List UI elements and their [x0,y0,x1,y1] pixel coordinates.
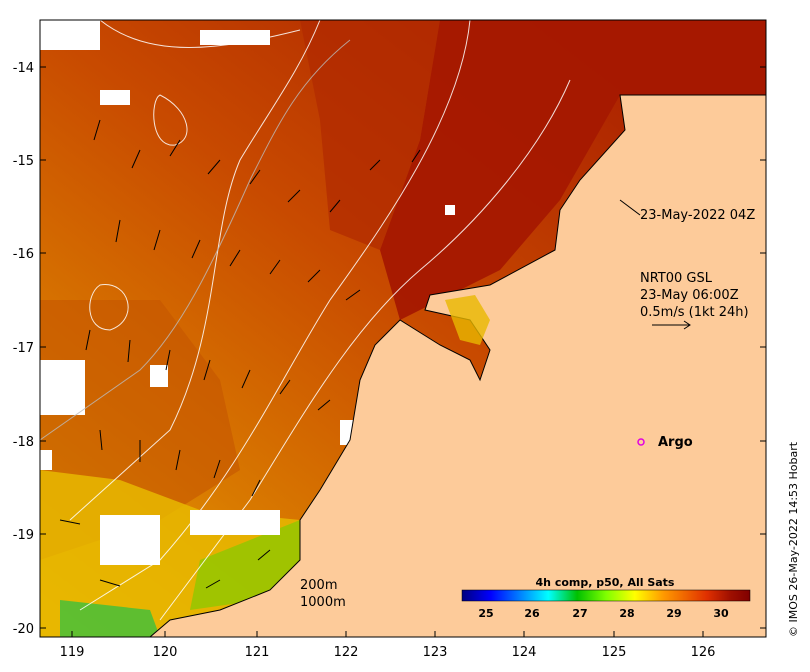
x-tick-label: 124 [512,645,537,660]
colorbar-tick-label: 25 [478,607,493,620]
colorbar-tick-label: 27 [572,607,587,620]
green-water [190,520,330,610]
green-water-west [60,600,160,637]
x-tick-label: 126 [691,645,716,660]
plot-frame [39,19,767,638]
argo-label: Argo [658,435,693,450]
colorbar-title: 4h comp, p50, All Sats [536,576,675,589]
credit-text: © IMOS 26-May-2022 14:53 Hobart [787,441,800,637]
y-tick-label: -15 [13,154,34,169]
x-tick-label: 125 [602,645,627,660]
contour-1000-label: 1000m [300,595,346,610]
y-tick-label: -18 [13,435,34,450]
colorbar-tick-label: 30 [713,607,729,620]
land-mass [149,94,766,637]
x-tick-label: 123 [423,645,448,660]
warm-band [300,20,440,250]
argo-marker [637,438,645,446]
y-tick-label: -19 [13,528,34,543]
current-time-label: 23-May 06:00Z [640,288,739,303]
current-scale-arrow [652,320,691,330]
contour-200-label: 200m [300,578,337,593]
axes: 119 120 121 122 123 124 125 126 -14 -15 -16 -17 -18 -… [13,61,766,660]
x-tick-label: 121 [245,645,270,660]
y-tick-label: -16 [13,247,34,262]
x-tick-label: 120 [153,645,178,660]
x-tick-label: 119 [60,645,85,660]
map-field [40,20,766,637]
x-tick-label: 122 [334,645,359,660]
gulf-water [445,295,490,345]
current-scale-label: 0.5m/s (1kt 24h) [640,305,749,320]
timestamp-leader [619,199,641,216]
timestamp-label: 23-May-2022 04Z [640,208,755,223]
colorbar-tick-label: 26 [524,607,540,620]
cloud-gaps [40,20,455,565]
shelf-contour [40,39,351,441]
current-vectors [59,119,421,589]
colorbar-ticks: 25 26 27 28 29 30 [478,607,729,620]
colorbar-tick-label: 28 [619,607,634,620]
bathymetry-contours [69,20,571,621]
y-tick-label: -17 [13,341,34,356]
y-tick-label: -20 [13,622,34,637]
colorbar-gradient [461,589,751,602]
y-tick-label: -14 [13,61,34,76]
current-model-label: NRT00 GSL [640,271,713,286]
colorbar-tick-label: 29 [666,607,681,620]
